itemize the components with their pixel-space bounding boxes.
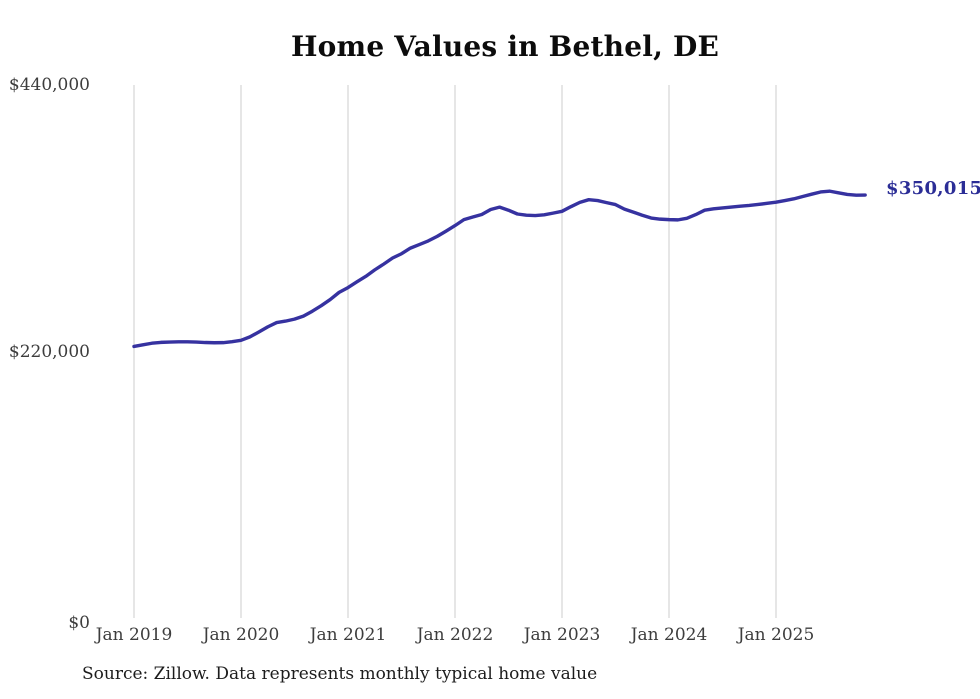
x-axis-tick-label-jan-2025: Jan 2025 xyxy=(737,625,815,645)
x-axis-tick-label-jan-2024: Jan 2024 xyxy=(630,625,708,645)
chart-title: Home Values in Bethel, DE xyxy=(290,30,720,63)
x-axis-tick-label-jan-2020: Jan 2020 xyxy=(202,625,280,645)
y-axis-tick-label-220000: $220,000 xyxy=(8,342,90,362)
source-note: Source: Zillow. Data represents monthly … xyxy=(82,664,598,684)
x-axis-tick-label-jan-2023: Jan 2023 xyxy=(523,625,601,645)
x-axis-tick-label-jan-2019: Jan 2019 xyxy=(95,625,173,645)
y-axis-tick-label-0: $0 xyxy=(68,613,90,633)
y-axis-tick-label-440000: $440,000 xyxy=(8,75,90,95)
series-end-value-label: $350,015 xyxy=(886,178,980,199)
home-value-line xyxy=(132,189,867,349)
x-axis-tick-label-jan-2021: Jan 2021 xyxy=(309,625,387,645)
x-axis-tick-label-jan-2022: Jan 2022 xyxy=(416,625,494,645)
